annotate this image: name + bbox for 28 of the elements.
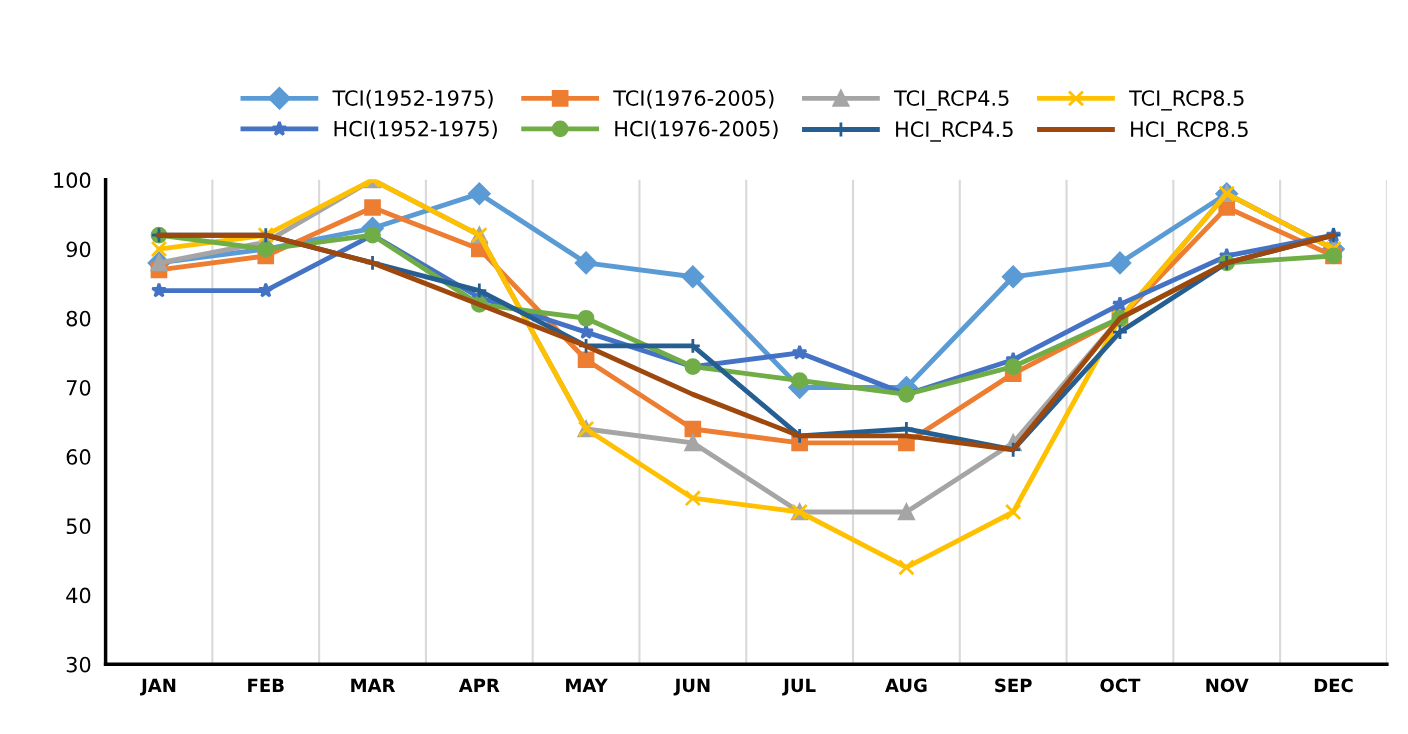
x-tick-label: JUN	[673, 678, 710, 696]
x-tick-label: AUG	[885, 678, 927, 693]
y-tick-label: 30	[66, 656, 91, 673]
legend-label: TCI(1976-2005)	[613, 89, 774, 109]
legend-label: HCI(1976-2005)	[615, 120, 778, 139]
legend-label: HCI_RCP4.5	[896, 121, 1013, 142]
y-tick-label: 90	[66, 241, 91, 258]
legend-label: HCI_RCP8.5	[1131, 121, 1248, 142]
x-tick-label: MAY	[566, 678, 608, 692]
x-tick-label: MAR	[351, 678, 396, 692]
y-tick-label: 60	[66, 449, 91, 465]
x-tick-label: DEC	[1314, 678, 1353, 693]
y-tick-label: 40	[66, 587, 91, 604]
y-tick-label: 100	[54, 172, 91, 189]
x-tick-label: NOV	[1206, 678, 1249, 693]
x-tick-label: JAN	[140, 678, 176, 696]
x-tick-label: FEB	[248, 678, 284, 692]
legend-label: HCI(1952-1975)	[334, 120, 497, 139]
legend-label: TCI_RCP4.5	[893, 90, 1009, 111]
x-tick-label: APR	[458, 678, 500, 692]
x-tick-label: SEP	[995, 678, 1032, 693]
y-tick-label: 50	[66, 518, 91, 535]
legend-label: TCI_RCP8.5	[1129, 90, 1244, 111]
x-tick-label: OCT	[1100, 678, 1141, 693]
y-tick-label: 80	[66, 310, 91, 327]
y-tick-label: 70	[66, 379, 91, 396]
legend-label: TCI(1952-1975)	[332, 89, 493, 109]
x-tick-label: JUL	[782, 678, 816, 696]
